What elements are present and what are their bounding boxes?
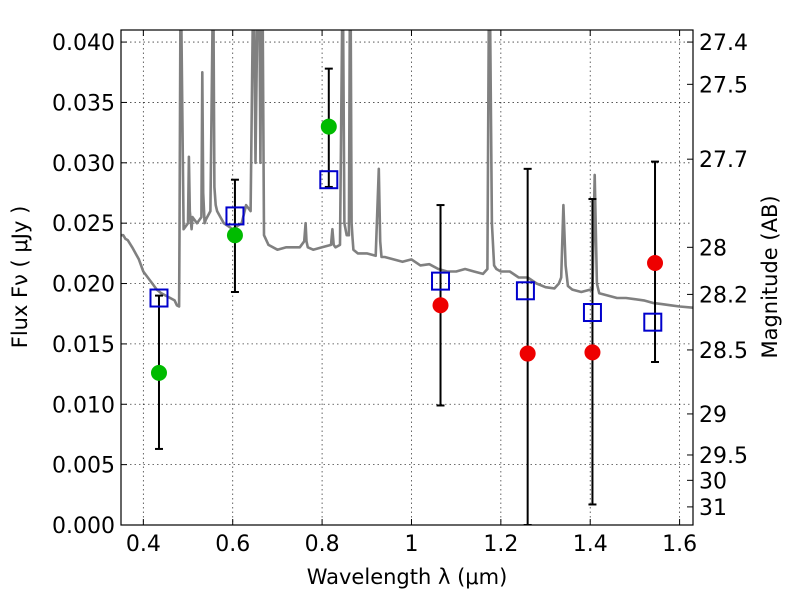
y-axis-title: Flux Fν ( μJy )	[8, 206, 32, 349]
plot-area	[121, 30, 693, 525]
y-tick-label: 0.035	[52, 91, 115, 116]
y-tick-label: 0.030	[52, 152, 115, 177]
x-tick-label: 1.2	[483, 532, 518, 557]
x-tick-label: 1	[404, 532, 418, 557]
y-tick-label: 0.040	[52, 31, 115, 56]
y-tick-label: 0.005	[52, 454, 115, 479]
x-tick-label: 0.6	[215, 532, 250, 557]
x-axis-title: Wavelength λ (μm)	[307, 565, 508, 589]
x-tick-label: 0.8	[305, 532, 340, 557]
right-tick-label: 29	[699, 403, 727, 428]
right-tick-label: 31	[699, 496, 727, 521]
model-photometry-square	[431, 271, 451, 291]
y-tick-label: 0.000	[52, 514, 115, 539]
model-photometry-square	[319, 170, 339, 190]
x-tick-label: 1.4	[573, 532, 608, 557]
model-photometry-square	[582, 303, 602, 323]
y-tick-label: 0.015	[52, 333, 115, 358]
right-axis-title: Magnitude (AB)	[758, 195, 782, 358]
red-data-point	[519, 345, 536, 362]
right-tick-label: 30	[699, 469, 727, 494]
model-photometry-square	[149, 288, 169, 308]
model-photometry-square	[643, 312, 663, 332]
right-tick-label: 27.4	[699, 31, 748, 56]
right-tick-label: 29.5	[699, 444, 748, 469]
right-tick-label: 28.5	[699, 339, 748, 364]
plot-frame	[120, 29, 694, 526]
red-data-point	[647, 255, 664, 272]
model-spectrum-line	[121, 30, 693, 309]
grid	[121, 30, 693, 526]
green-data-point	[320, 118, 337, 135]
right-tick-label: 27.5	[699, 73, 748, 98]
model-photometry-square	[515, 281, 535, 301]
right-tick-label: 27.7	[699, 148, 748, 173]
model-photometry-square	[225, 206, 245, 226]
right-tick-label: 28.2	[699, 283, 748, 308]
green-data-point	[150, 364, 167, 381]
y-tick-label: 0.025	[52, 212, 115, 237]
green-data-point	[226, 227, 243, 244]
y-tick-label: 0.010	[52, 393, 115, 418]
axes: 0.4 0.6 0.8 1 1.2 1.4 1.6 0.000 0.005 0.010 0.015 0…	[52, 30, 748, 557]
red-data-point	[432, 297, 449, 314]
right-tick-label: 28	[699, 236, 727, 261]
y-tick-label: 0.020	[52, 273, 115, 298]
x-tick-label: 1.6	[662, 532, 697, 557]
red-data-point	[584, 344, 601, 361]
x-tick-label: 0.4	[126, 532, 161, 557]
